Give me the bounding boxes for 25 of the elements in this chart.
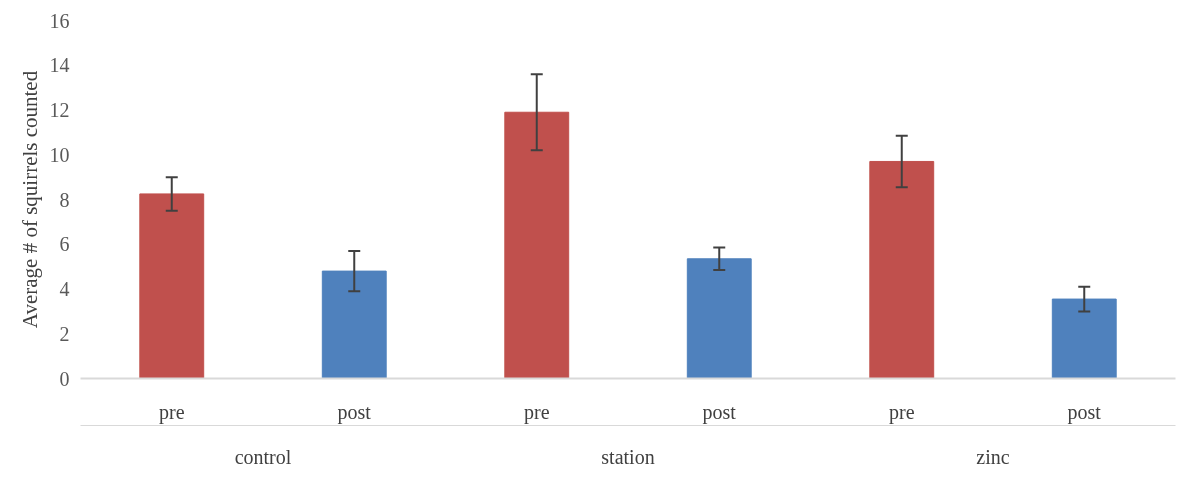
y-tick-label: 6: [59, 233, 70, 256]
y-tick-label: 2: [59, 322, 70, 345]
text: control: [234, 445, 292, 468]
bar: [139, 193, 205, 379]
y-tick-label: 4: [59, 278, 70, 300]
y-tick-label: 14: [49, 54, 70, 77]
text: station: [601, 445, 655, 468]
bar: [686, 258, 752, 379]
x-tick-label: post: [702, 400, 737, 424]
x-tick-label: post: [337, 400, 372, 424]
bar: [1051, 298, 1117, 379]
bar: [321, 270, 387, 379]
x-tick-label: pre: [523, 400, 550, 424]
y-tick-label: 12: [49, 99, 70, 121]
y-tick-label: 16: [49, 9, 70, 32]
y-tick-label: 10: [49, 143, 70, 166]
bar: [869, 160, 935, 379]
bar: [504, 111, 570, 379]
x-tick-label: post: [1067, 400, 1102, 424]
y-tick-label: 0: [59, 367, 70, 390]
x-tick-label: pre: [158, 400, 185, 424]
y-axis-title: Average # of squirrels counted: [17, 70, 42, 329]
x-tick-label: pre: [888, 400, 915, 424]
text: zinc: [976, 445, 1010, 468]
y-tick-label: 8: [59, 188, 70, 211]
